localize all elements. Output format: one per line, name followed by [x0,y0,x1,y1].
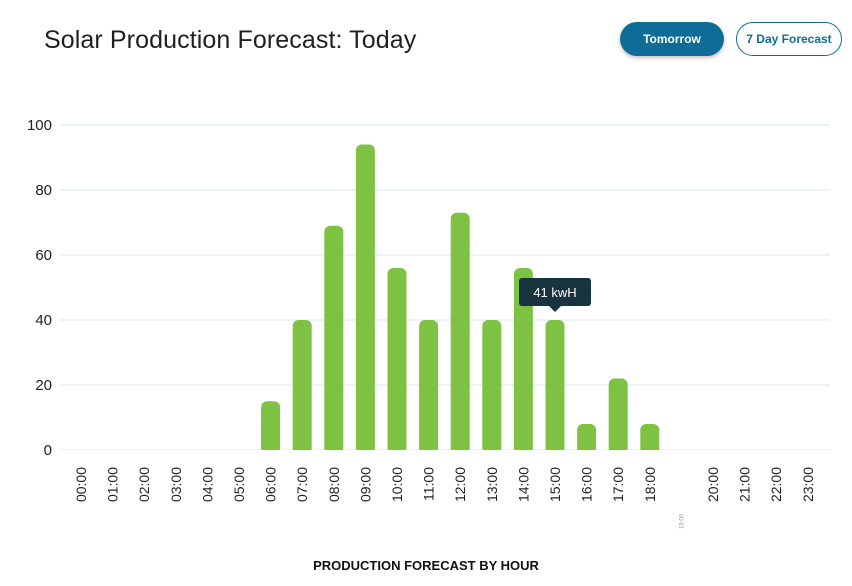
y-tick-label: 40 [35,312,52,329]
x-tick-label: 04:00 [199,467,215,502]
tooltip-arrow [549,306,561,312]
x-tick-label: 23:00 [800,467,816,502]
bar [387,268,407,454]
y-tick-label: 60 [35,247,52,264]
x-tick-label: 22:00 [768,467,784,502]
x-axis-title: PRODUCTION FORECAST BY HOUR [313,558,539,573]
x-tick-label: 09:00 [357,467,373,502]
x-tick-label: 10:00 [389,467,405,502]
bar [355,144,375,454]
bar [482,320,502,454]
x-tick-label: 08:00 [326,467,342,502]
x-tick-label: 03:00 [168,467,184,502]
tooltip-box [519,278,591,306]
x-tick-label: 19:00 [679,513,685,529]
y-tick-label: 20 [35,377,52,394]
x-tick-label: 15:00 [547,467,563,502]
tooltip-text: 41 kwH [533,285,576,300]
x-tick-label: 21:00 [737,467,753,502]
bar [545,320,565,454]
y-tick-label: 80 [35,182,52,199]
x-tick-label: 18:00 [642,467,658,502]
tomorrow-button[interactable]: Tomorrow [620,22,724,56]
x-tick-label: 00:00 [73,467,89,502]
bar [608,378,628,454]
seven-day-forecast-button[interactable]: 7 Day Forecast [736,22,842,56]
bar [577,424,597,454]
bar [324,225,344,454]
page-title: Solar Production Forecast: Today [44,26,417,54]
y-tick-label: 100 [27,117,52,134]
x-tick-label: 02:00 [136,467,152,502]
y-tick-label: 0 [44,442,52,459]
x-tick-label: 13:00 [484,467,500,502]
x-tick-label: 20:00 [705,467,721,502]
x-tick-label: 14:00 [515,467,531,502]
x-tick-label: 16:00 [579,467,595,502]
bar [450,212,470,454]
baseline-mask [60,450,830,456]
bar [419,320,439,454]
x-tick-label: 11:00 [421,467,437,501]
bar [261,401,281,454]
bar [292,320,312,454]
x-tick-label: 07:00 [294,467,310,502]
x-tick-label: 05:00 [231,467,247,502]
x-tick-label: 17:00 [610,467,626,502]
bar [640,424,660,454]
bar [513,268,533,454]
x-tick-label: 12:00 [452,467,468,502]
x-tick-label: 01:00 [105,467,121,502]
x-tick-label: 06:00 [263,467,279,502]
